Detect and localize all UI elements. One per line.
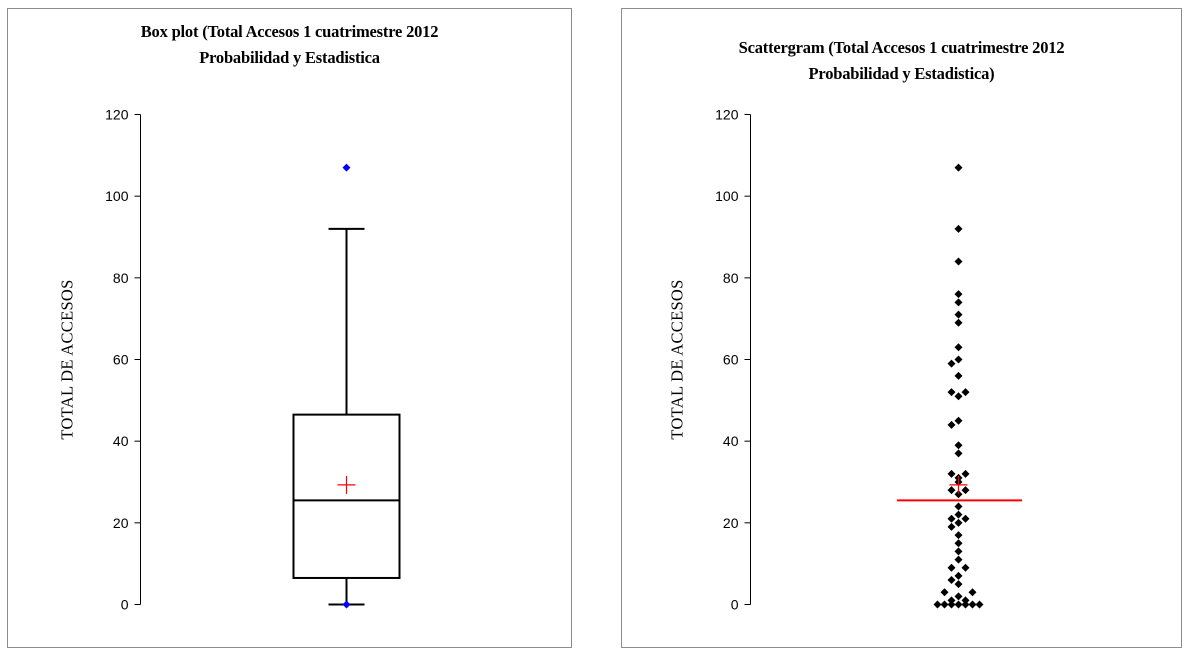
data-point <box>940 588 949 597</box>
box-plot-panel: Box plot (Total Accesos 1 cuatrimestre 2… <box>7 8 572 648</box>
data-point <box>954 298 963 307</box>
data-point <box>954 600 963 609</box>
interquartile-box <box>292 413 401 579</box>
y-tick-label: 40 <box>113 433 129 449</box>
data-point <box>947 420 956 429</box>
y-tick-label: 40 <box>723 433 739 449</box>
data-point <box>947 469 956 478</box>
y-tick-label: 120 <box>715 107 739 123</box>
scattergram-title-line-2: Probabilidad y Estadistica) <box>808 64 995 83</box>
data-point <box>975 600 984 609</box>
outlier-point <box>342 163 351 172</box>
data-point <box>947 596 956 605</box>
data-point <box>947 388 956 397</box>
data-point <box>954 580 963 589</box>
data-point <box>954 539 963 548</box>
data-point <box>954 257 963 266</box>
data-point <box>933 600 942 609</box>
data-point <box>940 600 949 609</box>
scattergram-svg: 0 20 40 60 80 100 120 TOTAL DE ACCESOS <box>668 107 1022 613</box>
y-tick-label: 60 <box>723 352 739 368</box>
scattergram-title-line-1: Scattergram (Total Accesos 1 cuatrimestr… <box>738 38 1065 57</box>
data-point <box>947 486 956 495</box>
data-point <box>968 588 977 597</box>
data-point <box>961 596 970 605</box>
y-tick-label: 20 <box>113 515 129 531</box>
data-point <box>954 555 963 564</box>
data-point <box>954 355 963 364</box>
scattergram-title: Scattergram (Total Accesos 1 cuatrimestr… <box>622 35 1181 87</box>
data-point <box>947 600 956 609</box>
data-point <box>954 392 963 401</box>
y-tick-label: 0 <box>121 597 129 613</box>
box-plot-title-line-1: Box plot (Total Accesos 1 cuatrimestre 2… <box>140 22 439 41</box>
data-point <box>954 547 963 556</box>
data-point <box>954 371 963 380</box>
y-axis-title: TOTAL DE ACCESOS <box>58 279 77 439</box>
y-tick-label: 0 <box>731 597 739 613</box>
box-plot-title-line-2: Probabilidad y Estadistica <box>199 48 380 67</box>
data-point <box>954 490 963 499</box>
data-point <box>954 290 963 299</box>
y-tick-label: 20 <box>723 515 739 531</box>
data-point <box>954 571 963 580</box>
data-point <box>961 600 970 609</box>
data-point <box>954 318 963 327</box>
y-tick-label: 80 <box>723 270 739 286</box>
y-tick-label: 100 <box>715 188 739 204</box>
data-point <box>954 343 963 352</box>
y-tick-label: 100 <box>105 188 129 204</box>
y-tick-label: 120 <box>105 107 129 123</box>
data-point <box>961 514 970 523</box>
data-point <box>961 388 970 397</box>
y-tick-label: 60 <box>113 352 129 368</box>
data-point <box>968 600 977 609</box>
data-point <box>954 518 963 527</box>
data-point <box>947 522 956 531</box>
data-point <box>961 486 970 495</box>
data-point <box>961 563 970 572</box>
data-point <box>947 563 956 572</box>
y-axis-title: TOTAL DE ACCESOS <box>668 279 687 439</box>
data-point <box>954 510 963 519</box>
data-point <box>961 469 970 478</box>
data-point <box>947 359 956 368</box>
data-point <box>954 441 963 450</box>
data-point <box>954 163 963 172</box>
data-point <box>954 224 963 233</box>
data-point <box>954 449 963 458</box>
data-point <box>954 416 963 425</box>
data-point <box>954 502 963 511</box>
data-point <box>947 576 956 584</box>
outlier-point <box>342 600 351 609</box>
y-tick-label: 80 <box>113 270 129 286</box>
data-point <box>954 592 963 601</box>
box-plot-svg: 0 20 40 60 80 100 120 TOTAL DE ACCESOS <box>58 107 401 613</box>
data-point <box>947 514 956 523</box>
box-plot-title: Box plot (Total Accesos 1 cuatrimestre 2… <box>8 19 571 71</box>
data-point <box>954 531 963 540</box>
data-point <box>954 310 963 319</box>
scattergram-panel: Scattergram (Total Accesos 1 cuatrimestr… <box>621 8 1182 648</box>
